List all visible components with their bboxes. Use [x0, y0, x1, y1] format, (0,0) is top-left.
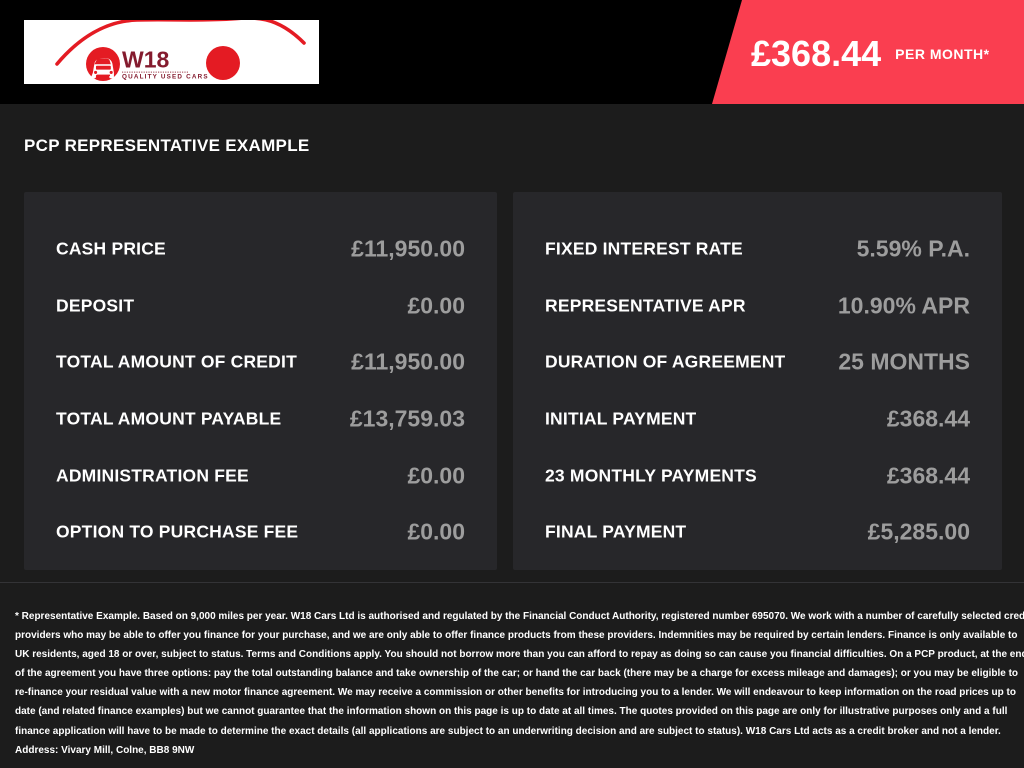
svg-text:QUALITY USED CARS: QUALITY USED CARS [122, 74, 209, 81]
svg-text:W18: W18 [122, 47, 170, 73]
